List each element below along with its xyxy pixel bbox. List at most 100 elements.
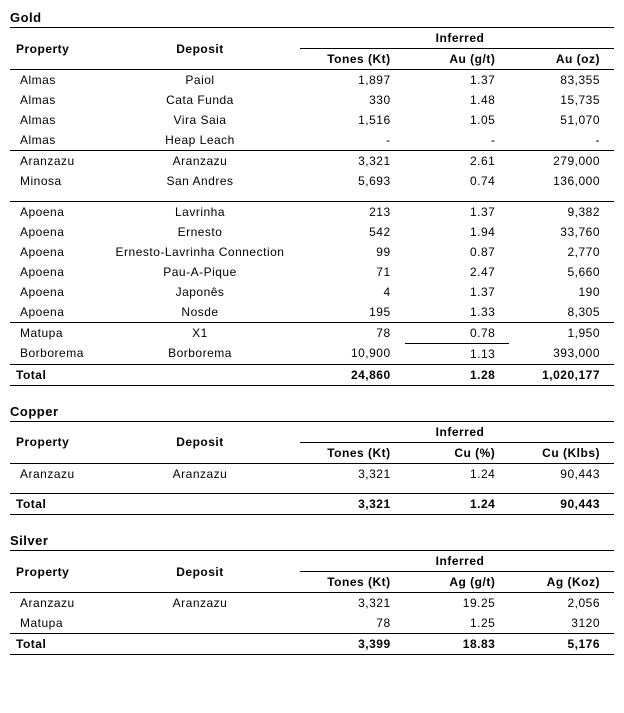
header-deposit: Deposit	[100, 551, 300, 593]
cell-v3: 9,382	[509, 201, 614, 222]
header-col1: Tones (Kt)	[300, 442, 405, 463]
cell-deposit: Aranzazu	[100, 593, 300, 614]
cell-v1: 542	[300, 222, 405, 242]
table-row: ApoenaPau-A-Pique712.475,660	[10, 262, 614, 282]
cell-v3: 15,735	[509, 90, 614, 110]
cell-v1: 1,516	[300, 110, 405, 130]
table-row: MatupaX1780.781,950	[10, 322, 614, 343]
cell-deposit: Heap Leach	[100, 130, 300, 151]
total-v1: 3,399	[300, 634, 405, 655]
cell-property: Almas	[10, 90, 100, 110]
header-col2: Au (g/t)	[405, 49, 510, 70]
cell-v3: 1,950	[509, 322, 614, 343]
cell-property: Minosa	[10, 171, 100, 191]
cell-property: Apoena	[10, 222, 100, 242]
cell-deposit	[100, 613, 300, 634]
table-row: MinosaSan Andres5,6930.74136,000	[10, 171, 614, 191]
total-v3: 1,020,177	[509, 364, 614, 385]
cell-v1: 78	[300, 613, 405, 634]
cell-property: Aranzazu	[10, 151, 100, 172]
cell-v2: 0.78	[405, 322, 510, 343]
cell-property: Matupa	[10, 322, 100, 343]
cell-deposit: Japonês	[100, 282, 300, 302]
total-blank	[100, 364, 300, 385]
table-row: AlmasCata Funda3301.4815,735	[10, 90, 614, 110]
header-deposit: Deposit	[100, 28, 300, 70]
cell-v3: 279,000	[509, 151, 614, 172]
cell-v3: 2,056	[509, 593, 614, 614]
cell-v3: 393,000	[509, 343, 614, 364]
header-col3: Cu (Klbs)	[509, 442, 614, 463]
table-row: AranzazuAranzazu3,3211.2490,443	[10, 463, 614, 484]
cell-v2: 1.33	[405, 302, 510, 323]
cell-v3: 2,770	[509, 242, 614, 262]
total-row: Total3,3211.2490,443	[10, 494, 614, 515]
table-row: AlmasVira Saia1,5161.0551,070	[10, 110, 614, 130]
cell-v1: 330	[300, 90, 405, 110]
section-title: Gold	[10, 10, 614, 28]
total-v3: 5,176	[509, 634, 614, 655]
cell-v1: -	[300, 130, 405, 151]
header-col1: Tones (Kt)	[300, 572, 405, 593]
cell-property: Almas	[10, 70, 100, 91]
table-row: AlmasPaiol1,8971.3783,355	[10, 70, 614, 91]
header-col2: Cu (%)	[405, 442, 510, 463]
cell-deposit: Ernesto	[100, 222, 300, 242]
header-property: Property	[10, 551, 100, 593]
cell-deposit: Aranzazu	[100, 151, 300, 172]
cell-deposit: Aranzazu	[100, 463, 300, 484]
cell-deposit: Cata Funda	[100, 90, 300, 110]
cell-v3: 90,443	[509, 463, 614, 484]
cell-v3: 5,660	[509, 262, 614, 282]
cell-deposit: San Andres	[100, 171, 300, 191]
cell-v2: 19.25	[405, 593, 510, 614]
cell-v1: 3,321	[300, 593, 405, 614]
cell-v2: 0.74	[405, 171, 510, 191]
header-inferred: Inferred	[300, 422, 614, 443]
total-v3: 90,443	[509, 494, 614, 515]
section-gold: GoldPropertyDepositInferredTones (Kt)Au …	[10, 10, 614, 386]
cell-v3: 51,070	[509, 110, 614, 130]
table-row: AlmasHeap Leach---	[10, 130, 614, 151]
cell-deposit: Nosde	[100, 302, 300, 323]
section-copper: CopperPropertyDepositInferredTones (Kt)C…	[10, 404, 614, 516]
cell-v2: 1.37	[405, 201, 510, 222]
cell-v2: 2.47	[405, 262, 510, 282]
table-row: ApoenaErnesto-Lavrinha Connection990.872…	[10, 242, 614, 262]
cell-deposit: Vira Saia	[100, 110, 300, 130]
total-label: Total	[10, 364, 100, 385]
header-col1: Tones (Kt)	[300, 49, 405, 70]
cell-property: Almas	[10, 130, 100, 151]
table-row: ApoenaNosde1951.338,305	[10, 302, 614, 323]
header-property: Property	[10, 28, 100, 70]
cell-deposit: Borborema	[100, 343, 300, 364]
cell-v2: 1.24	[405, 463, 510, 484]
cell-v1: 5,693	[300, 171, 405, 191]
cell-v3: 3120	[509, 613, 614, 634]
header-col3: Au (oz)	[509, 49, 614, 70]
total-blank	[100, 634, 300, 655]
header-col3: Ag (Koz)	[509, 572, 614, 593]
cell-v1: 3,321	[300, 463, 405, 484]
cell-v1: 195	[300, 302, 405, 323]
header-inferred: Inferred	[300, 28, 614, 49]
data-table: PropertyDepositInferredTones (Kt)Au (g/t…	[10, 28, 614, 386]
cell-v2: 1.13	[405, 343, 510, 364]
header-property: Property	[10, 422, 100, 464]
cell-v2: 1.25	[405, 613, 510, 634]
cell-v3: 136,000	[509, 171, 614, 191]
data-table: PropertyDepositInferredTones (Kt)Ag (g/t…	[10, 551, 614, 655]
cell-v1: 10,900	[300, 343, 405, 364]
cell-v1: 71	[300, 262, 405, 282]
cell-deposit: Ernesto-Lavrinha Connection	[100, 242, 300, 262]
cell-v2: 1.37	[405, 70, 510, 91]
total-v2: 1.28	[405, 364, 510, 385]
cell-v1: 1,897	[300, 70, 405, 91]
cell-deposit: Pau-A-Pique	[100, 262, 300, 282]
total-label: Total	[10, 634, 100, 655]
cell-v2: 1.48	[405, 90, 510, 110]
cell-v3: 83,355	[509, 70, 614, 91]
cell-property: Almas	[10, 110, 100, 130]
cell-deposit: X1	[100, 322, 300, 343]
section-silver: SilverPropertyDepositInferredTones (Kt)A…	[10, 533, 614, 655]
